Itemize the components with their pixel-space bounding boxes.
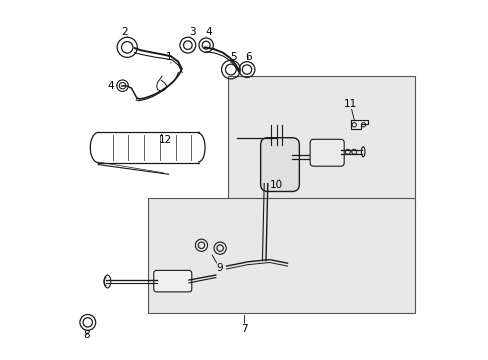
Text: 4: 4 — [205, 27, 211, 37]
Text: 1: 1 — [165, 52, 172, 62]
Text: 6: 6 — [244, 52, 251, 62]
Bar — [228, 76, 414, 205]
Text: 2: 2 — [121, 27, 127, 37]
Text: 11: 11 — [343, 99, 356, 109]
Text: 10: 10 — [270, 180, 283, 190]
Text: 12: 12 — [159, 135, 172, 145]
Text: 7: 7 — [241, 324, 247, 334]
Text: 9: 9 — [216, 263, 222, 273]
FancyBboxPatch shape — [260, 138, 299, 192]
Text: 3: 3 — [189, 27, 195, 37]
FancyBboxPatch shape — [309, 139, 344, 166]
Text: 4: 4 — [107, 81, 114, 91]
Text: 8: 8 — [83, 330, 90, 340]
Text: 5: 5 — [229, 52, 236, 62]
FancyBboxPatch shape — [153, 270, 191, 292]
Bar — [147, 198, 414, 313]
